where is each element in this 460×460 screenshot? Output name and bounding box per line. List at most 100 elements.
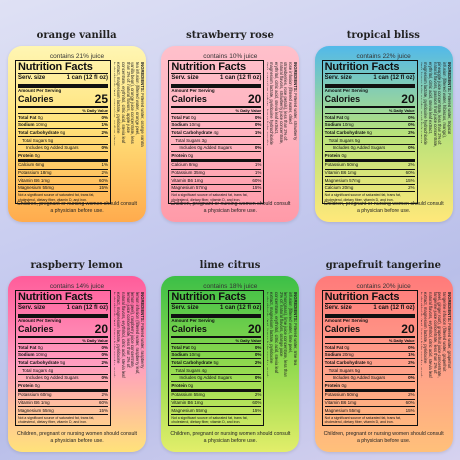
mineral-dv: 15% [405, 177, 415, 183]
mineral-dv: 60% [405, 170, 415, 175]
calories-value: 20 [247, 92, 262, 107]
nutrition-panel: Nutrition Facts Serv. size 1 can (12 fl … [15, 60, 111, 204]
carb-row: Total Carbohydrate 4g 1% [171, 129, 262, 137]
mineral-name: Magnesium 55mg [18, 185, 54, 191]
serving-label: Serv. size [18, 75, 46, 81]
consumer-warning: Children, pregnant or nursing women shou… [170, 431, 291, 444]
calories-label: Calories [18, 93, 54, 104]
mineral-name: Vitamin B6 1mg [171, 177, 204, 183]
mineral-dv: 2% [408, 185, 415, 191]
mineral-row: Calcium 6mg 1% [18, 162, 108, 170]
protein-row: Protein 0g [171, 152, 262, 162]
calories-label: Calories [324, 323, 361, 334]
mineral-row: Potassium 35mg 1% [171, 170, 262, 178]
sodium-row: Sodium 20mg 1% [324, 352, 415, 360]
footnote: Not a significant source of saturated fa… [18, 415, 95, 424]
mineral-name: Vitamin B6 1mg [171, 400, 204, 405]
mineral-name: Magnesium 55mg [18, 407, 54, 413]
serving-size: Serv. size 1 can (12 fl oz) [18, 73, 108, 83]
nutrition-panel: Nutrition Facts Serv. size 1 can (12 fl … [321, 290, 418, 427]
mineral-name: Calcium 6mg [18, 162, 45, 168]
serving-value: 1 can (12 fl oz) [66, 75, 108, 81]
added-sugars-row: Includes 0g Added Sugars 0% [324, 145, 415, 153]
mineral-name: Potassium 18mg [18, 170, 52, 175]
mineral-row: Potassium 18mg 2% [18, 170, 108, 178]
carb-row: Total Carbohydrate 6g 2% [324, 359, 415, 367]
product-cell: strawberry rose contains 10% juice Nutri… [153, 0, 306, 230]
mineral-dv: 2% [408, 392, 415, 398]
minerals-list: Potassium 60mg 2% Vitamin B6 1mg 60% Magnesi… [18, 392, 108, 415]
product-card[interactable]: contains 21% juice Nutrition Facts Serv.… [8, 46, 146, 222]
product-card[interactable]: contains 14% juice Nutrition Facts Serv.… [8, 276, 146, 452]
added-sugars-row: Includes 0g Added Sugars 0% [18, 375, 108, 383]
juice-content: contains 10% juice [203, 53, 258, 60]
sodium-row: Sodium 10mg 0% [324, 122, 415, 130]
protein-row: Protein 0g [324, 382, 415, 392]
protein-row: Protein 0g [18, 152, 108, 162]
mineral-row: Magnesium 55mg 15% [324, 407, 415, 415]
sugars-row: Total Sugars 5g [324, 137, 415, 145]
mineral-dv: 15% [98, 185, 108, 191]
mineral-name: Magnesium 55mg [171, 407, 208, 413]
calories-label: Calories [171, 93, 207, 104]
daily-value-header: % Daily Value [171, 338, 262, 345]
mineral-name: Magnesium 57mg [171, 185, 208, 191]
flavor-title: tropical bliss [346, 30, 420, 41]
mineral-row: Magnesium 57mg 15% [324, 177, 415, 185]
mineral-dv: 1% [254, 162, 262, 168]
nutrition-panel: Nutrition Facts Serv. size 1 can (12 fl … [168, 60, 265, 204]
daily-value-header: % Daily Value [171, 108, 262, 115]
calories-value: 20 [94, 322, 108, 337]
serving-size: Serv. size 1 can (12 fl oz) [18, 303, 108, 313]
mineral-name: Magnesium 55mg [324, 407, 361, 413]
carb-row: Total Carbohydrate 6g 2% [18, 129, 108, 137]
fat-row: Total Fat 0g 0% [171, 344, 262, 352]
product-card[interactable]: contains 10% juice Nutrition Facts Serv.… [161, 46, 300, 222]
mineral-dv: 2% [101, 392, 108, 398]
nutrition-facts-title: Nutrition Facts [18, 291, 93, 303]
added-sugars-row: Includes 0g Added Sugars 0% [18, 145, 108, 153]
mineral-name: Potassium 55mg [171, 392, 205, 398]
nutrition-panel: Nutrition Facts Serv. size 1 can (12 fl … [168, 290, 265, 427]
mineral-name: Potassium 35mg [171, 170, 205, 175]
mineral-row: Vitamin B6 1mg 60% [324, 170, 415, 178]
minerals-list: Potassium 50mg 2% Vitamin B6 1mg 60% Magnesi… [324, 162, 415, 193]
mineral-dv: 2% [254, 392, 262, 398]
product-card[interactable]: contains 18% juice Nutrition Facts Serv.… [161, 276, 300, 452]
mineral-name: Potassium 50mg [324, 162, 359, 168]
serving-value: 1 can (12 fl oz) [219, 305, 262, 311]
product-card[interactable]: contains 20% juice Nutrition Facts Serv.… [314, 276, 453, 452]
mineral-name: Magnesium 57mg [324, 177, 361, 183]
minerals-list: Potassium 55mg 2% Vitamin B6 1mg 60% Magnesi… [171, 392, 262, 415]
calories-row: Calories 25 [18, 93, 108, 105]
footnote: Not a significant source of saturated fa… [18, 193, 95, 202]
minerals-list: Potassium 50mg 2% Vitamin B6 1mg 60% Magnesi… [324, 392, 415, 415]
carb-row: Total Carbohydrate 5g 2% [18, 359, 108, 367]
calories-row: Calories 20 [325, 323, 415, 335]
added-sugars-row: Includes 0g Added Sugars 0% [171, 375, 262, 383]
serving-value: 1 can (12 fl oz) [373, 75, 415, 81]
daily-value-header: % Daily Value [324, 108, 415, 115]
amount-per-serving: Amount Per Serving [171, 87, 215, 93]
ingredients-text: INGREDIENTS: Filtered water, tropical in… [420, 62, 451, 148]
nutrition-facts-title: Nutrition Facts [324, 61, 400, 73]
mineral-dv: 15% [405, 407, 415, 413]
sugars-row: Total Sugars 4g [18, 367, 108, 375]
consumer-warning: Children, pregnant or nursing women shou… [17, 201, 137, 214]
added-sugars-row: Includes 0g Added Sugars 0% [171, 145, 262, 153]
product-cell: lime citrus contains 18% juice Nutrition… [153, 230, 306, 460]
mineral-name: Vitamin B6 1mg [18, 177, 50, 183]
flavor-title: orange vanilla [36, 30, 117, 41]
sugars-row: Total Sugars 5g [18, 137, 108, 145]
mineral-dv: 60% [252, 177, 262, 183]
flavor-title: grapefruit tangerine [325, 260, 441, 271]
fat-row: Total Fat 0g 0% [171, 114, 262, 122]
carb-row: Total Carbohydrate 6g 2% [324, 129, 415, 137]
mineral-dv: 2% [101, 170, 108, 175]
product-card[interactable]: contains 22% juice Nutrition Facts Serv.… [314, 46, 453, 222]
flavor-title: lime citrus [199, 260, 261, 271]
mineral-row: Potassium 55mg 2% [171, 392, 262, 400]
sodium-row: Sodium 10mg 0% [171, 122, 262, 130]
ingredients-text: INGREDIENTS: Filtered water, strawberry … [267, 62, 298, 147]
mineral-row: Magnesium 55mg 15% [18, 407, 108, 415]
